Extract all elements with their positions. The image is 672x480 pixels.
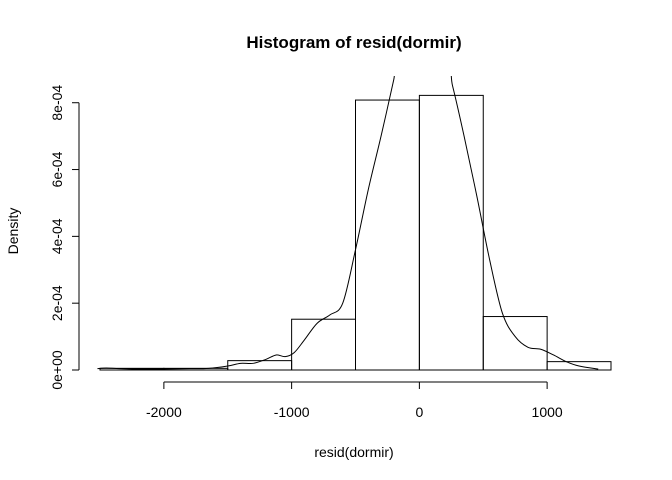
histogram-bar-4 — [355, 99, 420, 371]
x-tick-label: -1000 — [274, 404, 310, 420]
y-tick-label: 8e-04 — [49, 85, 65, 121]
histogram-bar-7 — [546, 361, 612, 371]
histogram-bar-6 — [482, 316, 548, 371]
x-tick-label: 0 — [415, 404, 423, 420]
x-tick-label: 1000 — [532, 404, 563, 420]
chart-title: Histogram of resid(dormir) — [246, 33, 461, 52]
y-axis: 0e+00 2e-04 4e-04 6e-04 8e-04 — [49, 85, 80, 390]
density-curve-layer — [97, 76, 599, 370]
histogram-bar-5 — [418, 94, 484, 371]
y-tick-label: 2e-04 — [49, 285, 65, 321]
x-axis: -2000 -1000 0 1000 — [146, 381, 563, 420]
y-tick-label: 6e-04 — [49, 151, 65, 187]
y-tick-label: 0e+00 — [49, 350, 65, 390]
y-axis-label: Density — [5, 208, 21, 255]
y-tick-label: 4e-04 — [49, 218, 65, 254]
x-axis-label: resid(dormir) — [314, 444, 393, 460]
x-tick-label: -2000 — [146, 404, 182, 420]
density-curve — [97, 76, 599, 370]
histogram-bars — [99, 94, 612, 371]
